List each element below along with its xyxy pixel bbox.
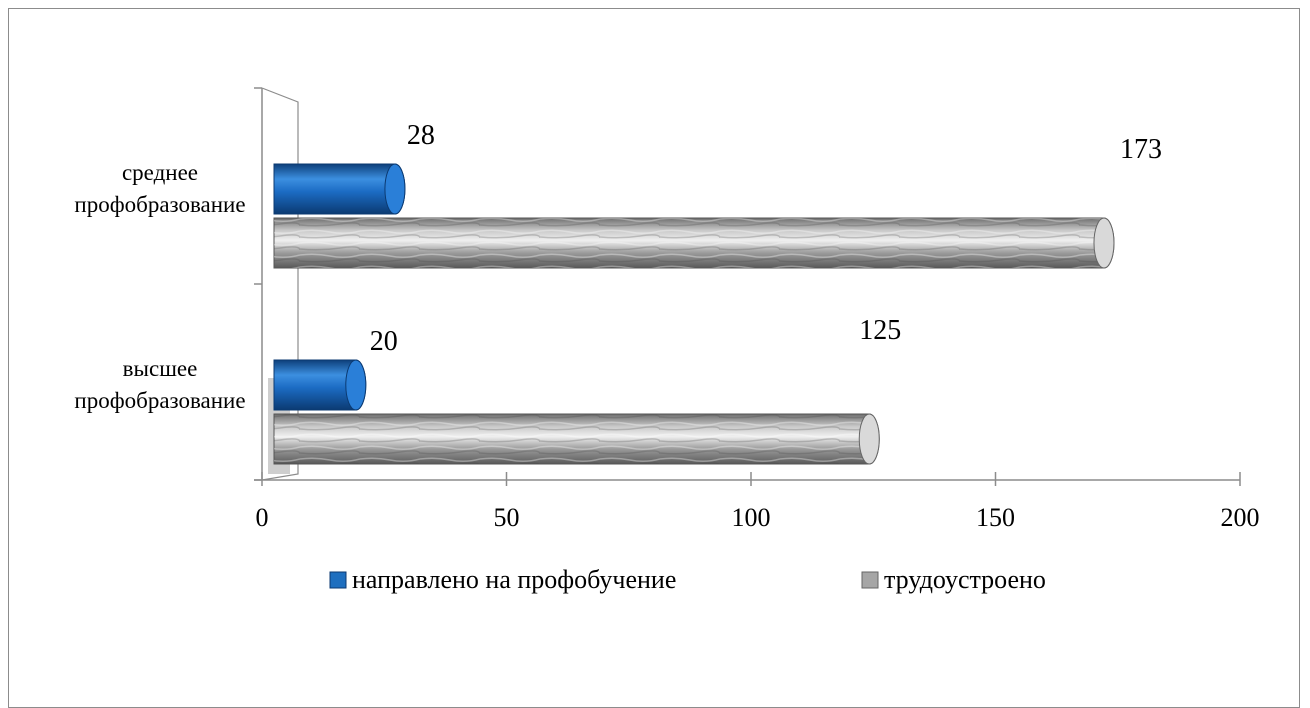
x-tick-label: 150 xyxy=(976,503,1015,532)
bars-group xyxy=(273,163,1115,465)
data-label: 20 xyxy=(370,326,398,357)
bar-texture xyxy=(274,414,880,464)
data-label: 173 xyxy=(1120,134,1162,165)
x-tick-label: 0 xyxy=(256,503,269,532)
legend-swatch-employed xyxy=(861,571,879,589)
bar-texture xyxy=(274,218,1114,268)
bar-end-cap xyxy=(858,413,880,465)
category-label-line: среднее xyxy=(122,160,198,185)
legend-label: направлено на профобучение xyxy=(352,565,676,594)
bar-end-cap xyxy=(1093,217,1115,269)
labels-group: 0 50 100 150 200 среднее профобразование 28 173 в… xyxy=(74,120,1259,532)
x-tick-label: 50 xyxy=(494,503,520,532)
category-label-line: профобразование xyxy=(74,388,245,413)
category-label-line: высшее xyxy=(123,356,198,381)
legend-label: трудоустроено xyxy=(884,565,1046,594)
data-label: 28 xyxy=(407,120,435,151)
x-tick-label: 200 xyxy=(1221,503,1260,532)
legend-group: направлено на профобучение трудоустроено xyxy=(329,565,1046,594)
bar-end-cap xyxy=(345,359,367,411)
plot-wall xyxy=(261,87,299,481)
category-label: высшее профобразование xyxy=(74,356,245,413)
category-label-line: профобразование xyxy=(74,192,245,217)
bar-end-cap xyxy=(384,163,406,215)
legend-swatch-referred xyxy=(329,571,347,589)
x-tick-label: 100 xyxy=(732,503,771,532)
data-label: 125 xyxy=(859,315,901,346)
category-label: среднее профобразование xyxy=(74,160,245,217)
bar-chart: 0 50 100 150 200 среднее профобразование 28 173 в… xyxy=(74,87,1260,594)
chart-frame xyxy=(8,8,1300,708)
